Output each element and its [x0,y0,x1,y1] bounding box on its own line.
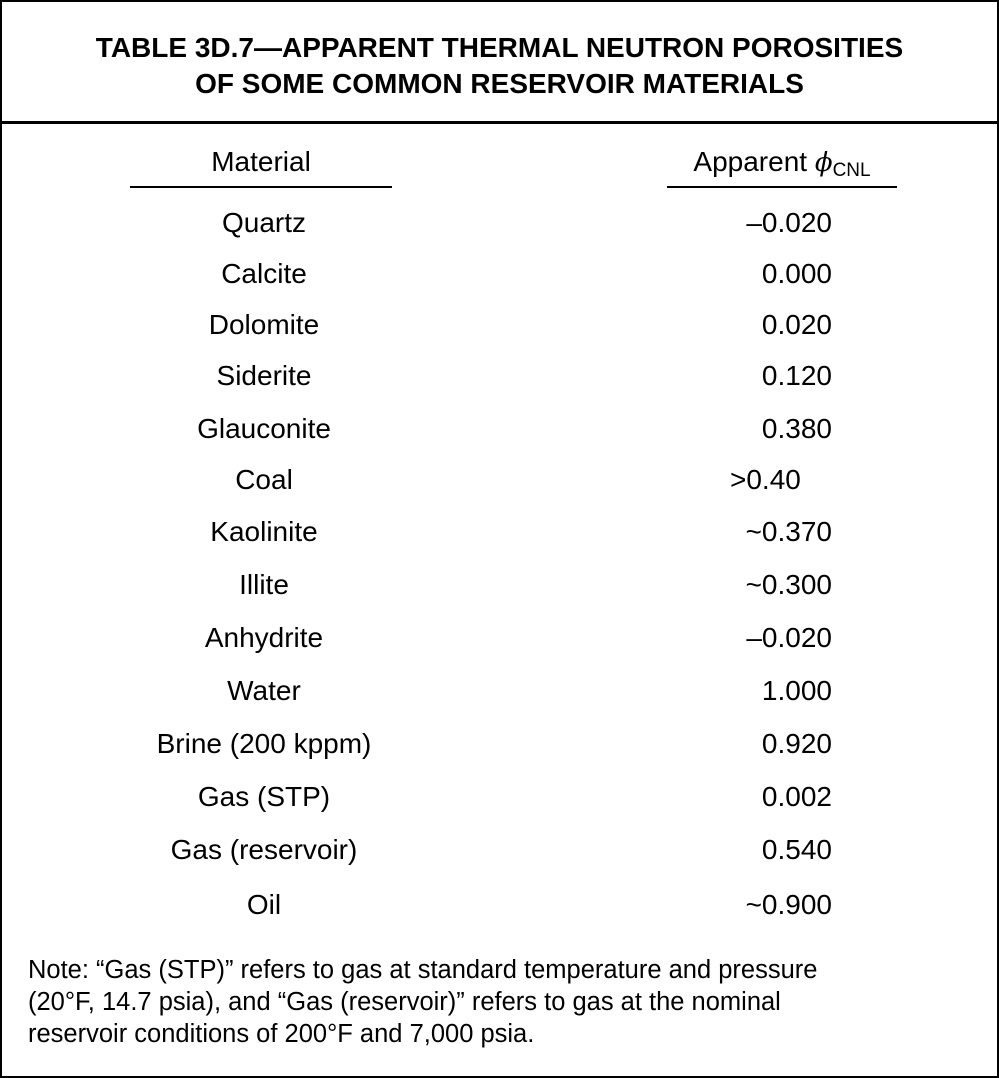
table-row: Illite ~0.300 [2,569,997,609]
column-header-apparent-phi-cnl: Apparent ϕCNL [667,146,897,181]
table-row: Gas (reservoir) 0.540 [2,834,997,874]
table-row: Quartz –0.020 [2,207,997,247]
material-cell: Illite [239,569,289,600]
table-row: Kaolinite ~0.370 [2,516,997,556]
material-cell: Quartz [221,207,307,238]
table-row: Glauconite 0.380 [2,413,997,453]
material-cell: Gas (reservoir) [170,834,358,865]
material-cell: Calcite [221,258,307,289]
material-cell: Siderite [216,360,312,391]
column-header-underline-value [667,186,897,188]
value-cell: 0.920 [761,728,832,759]
material-cell: Water [227,675,301,706]
material-cell: Dolomite [208,309,320,340]
table-row: Siderite 0.120 [2,360,997,400]
value-cell: –0.020 [746,622,832,653]
table-row: Gas (STP) 0.002 [2,781,997,821]
table-row: Water 1.000 [2,675,997,715]
value-cell: 0.020 [761,309,832,340]
value-cell: ~0.370 [745,516,832,547]
material-cell: Anhydrite [204,622,324,653]
material-cell: Brine (200 kppm) [156,728,372,759]
table-row: Oil ~0.900 [2,889,997,929]
value-cell: 1.000 [761,675,832,706]
table-row: Dolomite 0.020 [2,309,997,349]
column-header-underline-material [130,186,392,188]
value-cell: 0.000 [761,258,832,289]
table-row: Calcite 0.000 [2,258,997,298]
table-title-line-2: OF SOME COMMON RESERVOIR MATERIALS [195,68,804,99]
material-cell: Kaolinite [210,516,318,547]
footnote-line-1: Note: “Gas (STP)” refers to gas at stand… [28,956,818,984]
value-cell: 0.120 [761,360,832,391]
material-cell: Gas (STP) [197,781,331,812]
value-cell: >0.40 [730,464,801,495]
column-header-subscript: CNL [832,160,871,181]
table-title-block: TABLE 3D.7—APPARENT THERMAL NEUTRON PORO… [2,2,997,124]
value-cell: 0.540 [761,834,832,865]
table-row: Coal >0.40 [2,464,997,504]
value-cell: ~0.900 [745,889,832,920]
value-cell: 0.380 [761,413,832,444]
value-cell: ~0.300 [745,569,832,600]
material-cell: Glauconite [197,413,331,444]
table-title-line-1: TABLE 3D.7—APPARENT THERMAL NEUTRON PORO… [95,32,904,63]
material-cell: Coal [235,464,293,495]
value-cell: 0.002 [761,781,832,812]
value-cell: –0.020 [746,207,832,238]
table-row: Anhydrite –0.020 [2,622,997,662]
column-header-prefix: Apparent [693,146,815,177]
table-row: Brine (200 kppm) 0.920 [2,728,997,768]
column-header-material: Material [211,146,311,177]
phi-symbol-icon: ϕ [814,148,833,178]
table-footnote: Note: “Gas (STP)” refers to gas at stand… [28,954,978,1050]
material-cell: Oil [246,889,282,920]
footnote-line-2: (20°F, 14.7 psia), and “Gas (reservoir)”… [28,988,781,1016]
footnote-line-3: reservoir conditions of 200°F and 7,000 … [28,1020,535,1048]
